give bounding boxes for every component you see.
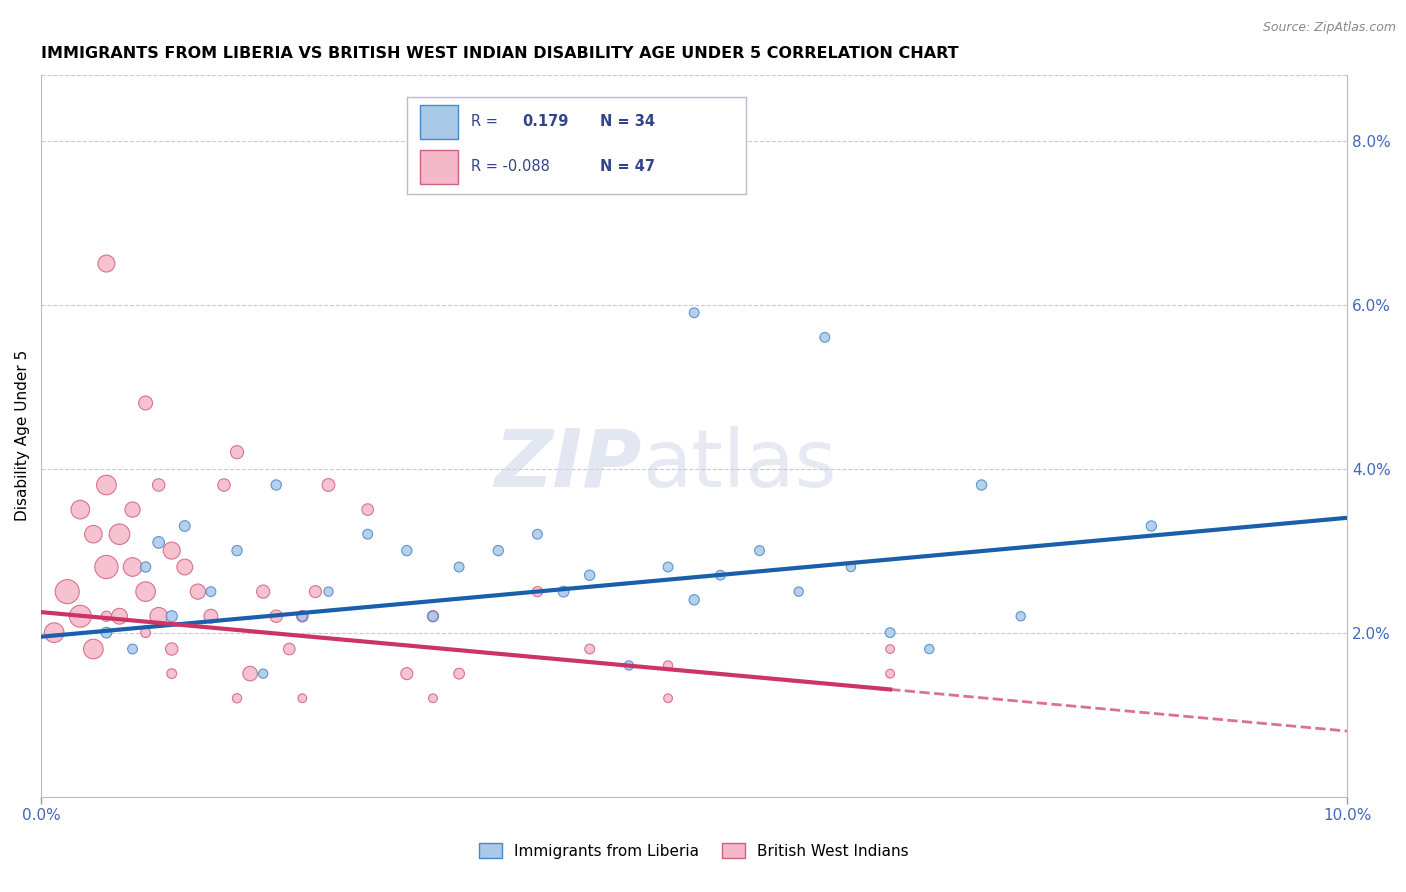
Point — [226, 691, 249, 706]
Text: IMMIGRANTS FROM LIBERIA VS BRITISH WEST INDIAN DISABILITY AGE UNDER 5 CORRELATIO: IMMIGRANTS FROM LIBERIA VS BRITISH WEST … — [41, 46, 959, 62]
Point — [422, 691, 444, 706]
Point — [160, 642, 183, 657]
Point — [657, 560, 679, 574]
Point — [200, 609, 222, 624]
Point — [226, 543, 249, 558]
Point — [291, 691, 314, 706]
Point — [1010, 609, 1032, 624]
Point — [683, 592, 706, 607]
Point — [264, 478, 287, 492]
Point — [135, 560, 157, 574]
Point — [578, 568, 600, 582]
Point — [96, 256, 118, 270]
Y-axis label: Disability Age Under 5: Disability Age Under 5 — [15, 351, 30, 522]
Point — [56, 584, 79, 599]
Point — [683, 306, 706, 320]
Point — [879, 625, 901, 640]
Text: atlas: atlas — [643, 425, 837, 504]
Legend: Immigrants from Liberia, British West Indians: Immigrants from Liberia, British West In… — [474, 837, 915, 865]
Point — [356, 502, 378, 516]
Point — [148, 478, 170, 492]
Point — [553, 584, 575, 599]
Point — [82, 642, 104, 657]
Point — [395, 543, 418, 558]
Point — [278, 642, 301, 657]
Point — [578, 642, 600, 657]
Point — [486, 543, 509, 558]
Point — [135, 625, 157, 640]
Point — [356, 527, 378, 541]
Point — [44, 625, 66, 640]
Point — [839, 560, 862, 574]
Point — [121, 560, 143, 574]
Point — [173, 560, 195, 574]
Point — [1140, 519, 1163, 533]
Point — [449, 560, 471, 574]
Point — [291, 609, 314, 624]
Point — [395, 666, 418, 681]
Point — [96, 625, 118, 640]
Point — [526, 584, 548, 599]
Point — [226, 445, 249, 459]
Point — [252, 584, 274, 599]
Point — [121, 642, 143, 657]
Point — [617, 658, 640, 673]
Point — [748, 543, 770, 558]
Point — [108, 527, 131, 541]
Point — [96, 560, 118, 574]
Point — [135, 584, 157, 599]
Point — [879, 666, 901, 681]
Point — [96, 609, 118, 624]
Point — [422, 609, 444, 624]
Point — [318, 478, 340, 492]
Point — [96, 478, 118, 492]
Point — [160, 666, 183, 681]
Point — [82, 527, 104, 541]
Point — [709, 568, 731, 582]
Point — [318, 584, 340, 599]
Point — [239, 666, 262, 681]
Point — [264, 609, 287, 624]
Text: Source: ZipAtlas.com: Source: ZipAtlas.com — [1263, 21, 1396, 34]
Point — [69, 502, 91, 516]
Point — [814, 330, 837, 344]
Point — [108, 609, 131, 624]
Point — [449, 666, 471, 681]
Point — [148, 535, 170, 549]
Point — [787, 584, 810, 599]
Point — [918, 642, 941, 657]
Point — [291, 609, 314, 624]
Point — [187, 584, 209, 599]
Point — [212, 478, 235, 492]
Point — [69, 609, 91, 624]
Point — [160, 609, 183, 624]
Point — [135, 396, 157, 410]
Text: ZIP: ZIP — [495, 425, 643, 504]
Point — [252, 666, 274, 681]
Point — [526, 527, 548, 541]
Point — [304, 584, 326, 599]
Point — [970, 478, 993, 492]
Point — [879, 642, 901, 657]
Point — [121, 502, 143, 516]
Point — [657, 691, 679, 706]
Point — [160, 543, 183, 558]
Point — [148, 609, 170, 624]
Point — [657, 658, 679, 673]
Point — [422, 609, 444, 624]
Point — [200, 584, 222, 599]
Point — [173, 519, 195, 533]
